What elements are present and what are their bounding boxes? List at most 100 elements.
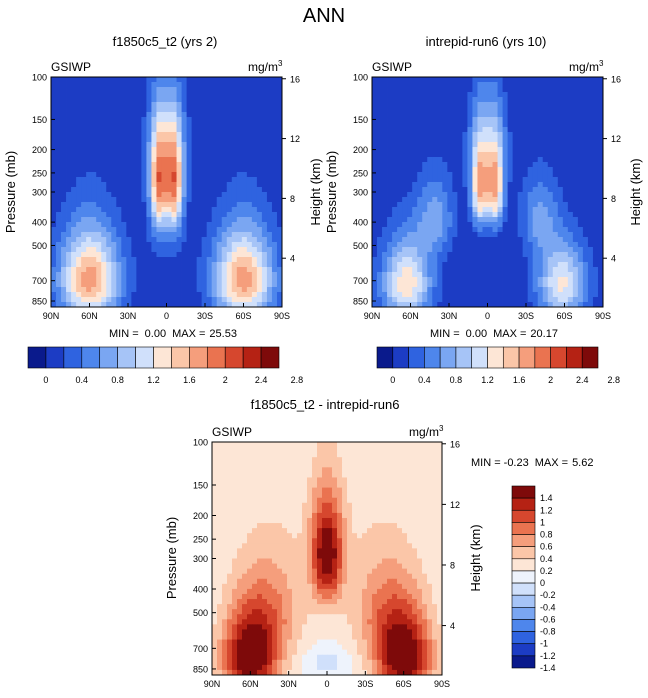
heatmap-cell <box>71 147 77 153</box>
heatmap-cell <box>256 212 263 218</box>
heatmap-cell <box>372 82 378 88</box>
heatmap-cell <box>116 122 122 128</box>
heatmap-cell <box>181 77 187 83</box>
heatmap-cell <box>372 202 378 208</box>
heatmap-cell <box>266 227 273 233</box>
heatmap-cell <box>522 207 529 213</box>
heatmap-cell <box>577 212 584 218</box>
heatmap-cell <box>231 227 238 233</box>
heatmap-cell <box>231 162 238 168</box>
heatmap-cell <box>71 202 77 208</box>
heatmap-cell <box>552 157 559 163</box>
heatmap-cell <box>322 482 328 488</box>
heatmap-cell <box>437 262 443 268</box>
heatmap-cell <box>61 252 67 258</box>
heatmap-cell <box>101 77 107 83</box>
heatmap-cell <box>101 292 107 298</box>
heatmap-cell <box>567 112 574 118</box>
heatmap-cell <box>66 262 72 268</box>
heatmap-cell <box>442 297 448 303</box>
heatmap-cell <box>422 447 428 453</box>
heatmap-cell <box>171 182 177 188</box>
heatmap-cell <box>201 97 208 103</box>
heatmap-cell <box>116 212 122 218</box>
heatmap-cell <box>231 197 238 203</box>
heatmap-cell <box>236 277 243 283</box>
heatmap-cell <box>412 142 418 148</box>
heatmap-cell <box>161 227 167 233</box>
heatmap-cell <box>292 462 298 468</box>
heatmap-cell <box>407 237 413 243</box>
heatmap-cell <box>572 197 579 203</box>
heatmap-cell <box>442 272 448 278</box>
heatmap-cell <box>407 272 413 278</box>
heatmap-cell <box>317 442 323 448</box>
heatmap-cell <box>532 182 539 188</box>
heatmap-cell <box>502 287 508 293</box>
heatmap-cell <box>447 162 453 168</box>
heatmap-cell <box>116 207 122 213</box>
heatmap-cell <box>387 152 393 158</box>
heatmap-cell <box>211 137 218 143</box>
heatmap-cell <box>372 247 378 253</box>
heatmap-cell <box>462 282 468 288</box>
heatmap-cell <box>527 237 534 243</box>
heatmap-cell <box>407 167 413 173</box>
heatmap-cell <box>537 97 544 103</box>
heatmap-cell <box>151 257 157 263</box>
heatmap-cell <box>432 502 438 509</box>
heatmap-cell <box>462 297 468 303</box>
heatmap-cell <box>56 97 62 103</box>
heatmap-cell <box>537 207 544 213</box>
heatmap-cell <box>271 167 278 173</box>
heatmap-cell <box>587 297 594 303</box>
heatmap-cell <box>161 92 167 98</box>
heatmap-cell <box>507 197 514 203</box>
heatmap-cell <box>592 242 599 248</box>
heatmap-cell <box>532 302 539 308</box>
heatmap-cell <box>527 202 534 208</box>
heatmap-cell <box>86 232 92 238</box>
heatmap-cell <box>217 482 223 488</box>
heatmap-cell <box>502 222 508 228</box>
heatmap-cell <box>181 127 187 133</box>
heatmap-cell <box>422 472 428 478</box>
heatmap-cell <box>181 267 187 273</box>
heatmap-cell <box>262 492 268 499</box>
heatmap-cell <box>537 192 544 198</box>
heatmap-cell <box>527 157 534 163</box>
heatmap-cell <box>517 117 524 123</box>
heatmap-cell <box>216 142 223 148</box>
heatmap-cell <box>227 462 233 468</box>
heatmap-cell <box>156 272 162 278</box>
heatmap-cell <box>332 467 338 473</box>
heatmap-cell <box>547 227 554 233</box>
heatmap-cell <box>517 237 524 243</box>
heatmap-cell <box>342 462 348 468</box>
heatmap-cell <box>101 117 107 123</box>
heatmap-cell <box>487 257 493 263</box>
heatmap-cell <box>417 137 423 143</box>
heatmap-cell <box>567 132 574 138</box>
heatmap-cell <box>136 107 142 113</box>
heatmap-cell <box>392 122 398 128</box>
heatmap-cell <box>221 177 228 183</box>
heatmap-cell <box>256 92 263 98</box>
heatmap-cell <box>487 242 493 248</box>
heatmap-cell <box>221 112 228 118</box>
heatmap-cell <box>156 177 162 183</box>
heatmap-cell <box>171 207 177 213</box>
heatmap-cell <box>221 242 228 248</box>
colorbar-label: 2.4 <box>576 375 589 385</box>
heatmap-cell <box>206 137 213 143</box>
heatmap-cell <box>221 162 228 168</box>
heatmap-cell <box>292 452 298 458</box>
heatmap-cell <box>246 287 253 293</box>
heatmap-cell <box>266 162 273 168</box>
heatmap-cell <box>577 302 584 308</box>
heatmap-cell <box>542 202 549 208</box>
heatmap-cell <box>116 267 122 273</box>
heatmap-cell <box>111 212 117 218</box>
heatmap-cell <box>402 297 408 303</box>
heatmap-cell <box>101 122 107 128</box>
